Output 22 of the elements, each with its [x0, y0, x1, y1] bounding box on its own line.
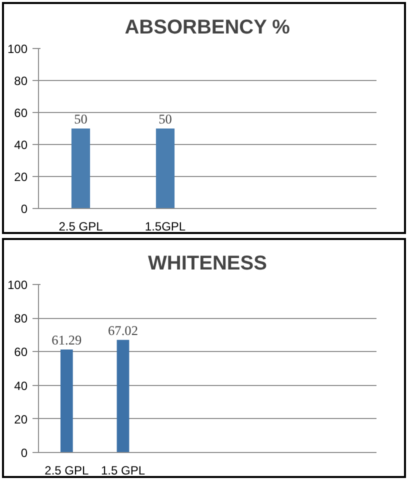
data-label: 67.02	[108, 322, 138, 338]
x-tick-label: 1.5GPL	[144, 220, 186, 234]
data-label: 61.29	[52, 332, 82, 348]
chart-title: WHITENESS	[148, 252, 267, 274]
y-tick-label: 60	[14, 106, 28, 120]
y-tick-label: 20	[14, 170, 28, 184]
x-tick-label: 2.5 GPL	[44, 464, 90, 478]
data-label: 50	[158, 112, 172, 126]
y-tick-label: 40	[14, 378, 28, 393]
data-label: 50	[74, 112, 88, 126]
y-tick-label: 100	[7, 278, 28, 292]
y-tick-label: 0	[20, 446, 28, 460]
y-tick-label: 0	[20, 202, 28, 216]
x-tick-label: 1.5 GPL	[100, 464, 146, 478]
y-tick-label: 60	[14, 345, 28, 360]
y-tick-label: 80	[14, 74, 28, 88]
chart-title: ABSORBENCY %	[124, 16, 290, 38]
y-tick-label: 20	[14, 412, 28, 426]
y-tick-label: 40	[14, 138, 28, 152]
y-tick-label: 100	[7, 42, 28, 56]
y-tick-label: 80	[14, 312, 28, 326]
x-tick-label: 2.5 GPL	[58, 220, 104, 234]
